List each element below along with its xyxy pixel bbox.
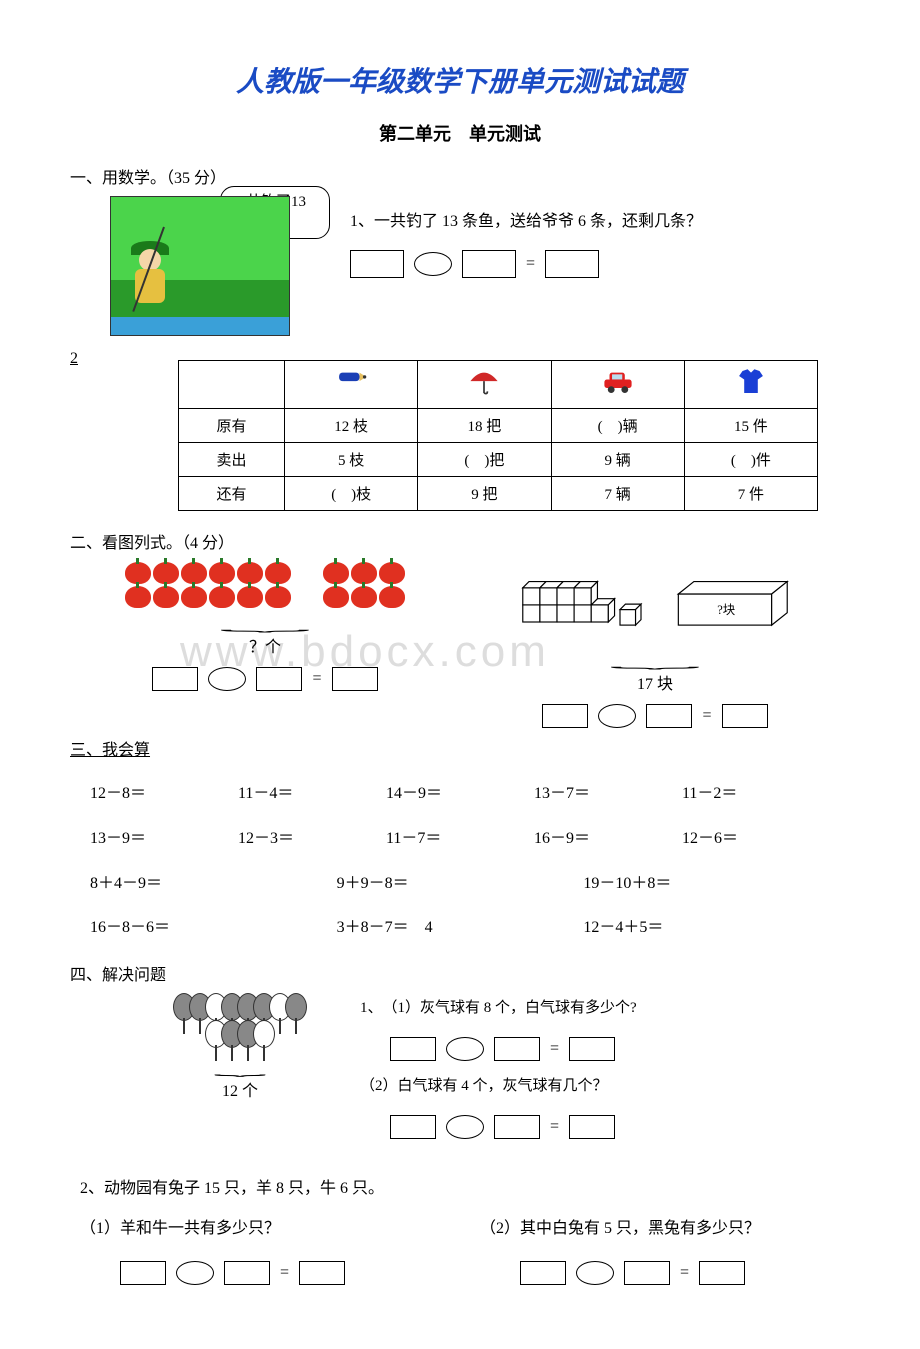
answer-box[interactable] bbox=[542, 704, 588, 728]
answer-box[interactable] bbox=[494, 1037, 540, 1061]
table-cell: 9 把 bbox=[418, 477, 551, 511]
calc-item[interactable]: 8＋4－9＝ bbox=[90, 862, 337, 907]
section1-heading: 一、用数学。（35 分） bbox=[70, 164, 850, 188]
row-label: 原有 bbox=[179, 409, 285, 443]
table-cell[interactable]: ( )辆 bbox=[551, 409, 684, 443]
calc-item[interactable]: 3＋8－7＝ 4 bbox=[337, 906, 584, 951]
answer-box[interactable] bbox=[332, 667, 378, 691]
answer-box[interactable] bbox=[646, 704, 692, 728]
operator-oval[interactable] bbox=[414, 252, 452, 276]
fishing-illustration: 一共钓了13 条鱼。 bbox=[70, 196, 330, 336]
operator-oval[interactable] bbox=[208, 667, 246, 691]
answer-box[interactable] bbox=[624, 1261, 670, 1285]
table-cell: 9 辆 bbox=[551, 443, 684, 477]
answer-box[interactable] bbox=[350, 250, 404, 278]
calc-item[interactable]: 16－9＝ bbox=[534, 817, 682, 862]
q4-1b: （2）白气球有 4 个，灰气球有几个？ bbox=[360, 1071, 850, 1101]
table-cell: 15 件 bbox=[684, 409, 817, 443]
answer-box[interactable] bbox=[569, 1115, 615, 1139]
calc-item[interactable]: 12－6＝ bbox=[682, 817, 830, 862]
row-label: 还有 bbox=[179, 477, 285, 511]
shirt-icon bbox=[684, 361, 817, 409]
umbrella-icon bbox=[418, 361, 551, 409]
table-cell: 12 枝 bbox=[285, 409, 418, 443]
answer-box[interactable] bbox=[120, 1261, 166, 1285]
main-title: 人教版一年级数学下册单元测试试题 bbox=[70, 60, 850, 100]
answer-box[interactable] bbox=[299, 1261, 345, 1285]
answer-box[interactable] bbox=[494, 1115, 540, 1139]
row-label: 卖出 bbox=[179, 443, 285, 477]
answer-box[interactable] bbox=[390, 1037, 436, 1061]
calc-item[interactable]: 11－7＝ bbox=[386, 817, 534, 862]
calc-item[interactable]: 12－4＋5＝ bbox=[583, 906, 830, 951]
cube-total: 17 块 bbox=[480, 670, 830, 694]
table-cell: 18 把 bbox=[418, 409, 551, 443]
q1-equation: = bbox=[350, 248, 850, 280]
table-cell[interactable]: ( )把 bbox=[418, 443, 551, 477]
pencil-icon bbox=[285, 361, 418, 409]
table-cell: 7 件 bbox=[684, 477, 817, 511]
calc-item[interactable]: 16－8－6＝ bbox=[90, 906, 337, 951]
cube-q-label: ?块 bbox=[717, 603, 736, 617]
q4-2b: （2）其中白兔有 5 只，黑兔有多少只？ bbox=[480, 1213, 840, 1245]
car-icon bbox=[551, 361, 684, 409]
q4-1a: （1）灰气球有 8 个，白气球有多少个? bbox=[390, 1000, 637, 1016]
answer-box[interactable] bbox=[256, 667, 302, 691]
answer-box[interactable] bbox=[224, 1261, 270, 1285]
table-cell: 5 枝 bbox=[285, 443, 418, 477]
answer-box[interactable] bbox=[699, 1261, 745, 1285]
answer-box[interactable] bbox=[520, 1261, 566, 1285]
calc-item[interactable]: 12－3＝ bbox=[238, 817, 386, 862]
balloons-figure: ⏟ 12 个 bbox=[70, 993, 350, 1101]
answer-box[interactable] bbox=[462, 250, 516, 278]
table-cell[interactable]: ( )件 bbox=[684, 443, 817, 477]
operator-oval[interactable] bbox=[446, 1115, 484, 1139]
apple-question: ？个 bbox=[90, 633, 440, 657]
operator-oval[interactable] bbox=[576, 1261, 614, 1285]
calc-item[interactable]: 13－9＝ bbox=[90, 817, 238, 862]
sub-title: 第二单元 单元测试 bbox=[70, 120, 850, 146]
calc-item[interactable]: 11－2＝ bbox=[682, 772, 830, 817]
answer-box[interactable] bbox=[545, 250, 599, 278]
calc-item[interactable]: 9＋9－8＝ bbox=[337, 862, 584, 907]
operator-oval[interactable] bbox=[176, 1261, 214, 1285]
q1-text: 1、一共钓了 13 条鱼，送给爷爷 6 条，还剩几条？ bbox=[350, 206, 850, 238]
calc-grid: 12－8＝ 11－4＝ 14－9＝ 13－7＝ 11－2＝ 13－9＝ 12－3… bbox=[70, 772, 850, 951]
apples-figure: ⏟ ？个 www.bdocx.com = bbox=[90, 561, 440, 691]
calc-item[interactable]: 14－9＝ bbox=[386, 772, 534, 817]
calc-item[interactable]: 13－7＝ bbox=[534, 772, 682, 817]
calc-item[interactable]: 12－8＝ bbox=[90, 772, 238, 817]
calc-item[interactable]: 11－4＝ bbox=[238, 772, 386, 817]
answer-box[interactable] bbox=[152, 667, 198, 691]
q4-2: 2、动物园有兔子 15 只，羊 8 只，牛 6 只。 bbox=[80, 1173, 840, 1205]
q2-number: 2 bbox=[70, 350, 78, 368]
answer-box[interactable] bbox=[569, 1037, 615, 1061]
section4-heading: 四、解决问题 bbox=[70, 961, 850, 985]
q4-2a: （1）羊和牛一共有多少只？ bbox=[80, 1213, 440, 1245]
section3-heading: 三、我会算 bbox=[70, 736, 850, 760]
table-cell: 7 辆 bbox=[551, 477, 684, 511]
section2-heading: 二、看图列式。（4 分） bbox=[70, 529, 850, 553]
operator-oval[interactable] bbox=[446, 1037, 484, 1061]
answer-box[interactable] bbox=[722, 704, 768, 728]
calc-item[interactable]: 19－10＋8＝ bbox=[583, 862, 830, 907]
balloon-total: 12 个 bbox=[130, 1077, 350, 1101]
operator-oval[interactable] bbox=[598, 704, 636, 728]
table-cell[interactable]: ( )枝 bbox=[285, 477, 418, 511]
q4-1-num: 1、 bbox=[360, 1000, 375, 1016]
items-table: 原有 12 枝 18 把 ( )辆 15 件 卖出 5 枝 ( )把 9 辆 (… bbox=[178, 360, 818, 511]
cubes-figure: ?块 ⏟ 17 块 = bbox=[480, 561, 830, 728]
answer-box[interactable] bbox=[390, 1115, 436, 1139]
